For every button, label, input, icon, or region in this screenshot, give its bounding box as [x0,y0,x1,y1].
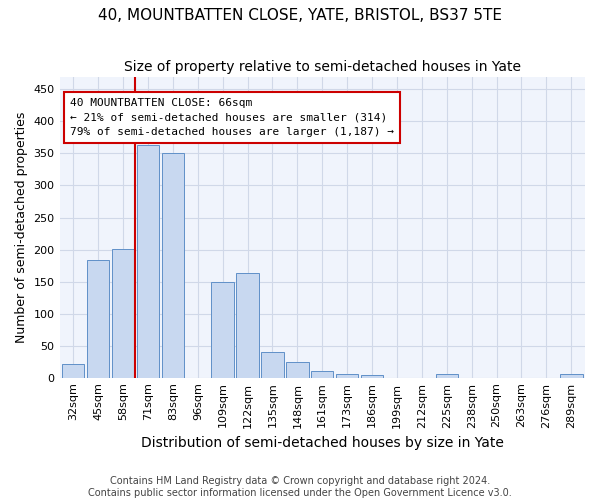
Text: 40 MOUNTBATTEN CLOSE: 66sqm
← 21% of semi-detached houses are smaller (314)
79% : 40 MOUNTBATTEN CLOSE: 66sqm ← 21% of sem… [70,98,394,137]
Bar [286,362,308,378]
Bar [436,374,458,378]
Text: Contains HM Land Registry data © Crown copyright and database right 2024.
Contai: Contains HM Land Registry data © Crown c… [88,476,512,498]
Bar [161,154,184,378]
Title: Size of property relative to semi-detached houses in Yate: Size of property relative to semi-detach… [124,60,521,74]
Y-axis label: Number of semi-detached properties: Number of semi-detached properties [15,112,28,343]
Bar [62,364,85,378]
Bar [112,249,134,378]
Bar [336,374,358,378]
Bar [261,352,284,378]
Bar [560,374,583,378]
Bar [311,372,334,378]
Bar [361,375,383,378]
Bar [236,273,259,378]
Bar [211,282,234,378]
Text: 40, MOUNTBATTEN CLOSE, YATE, BRISTOL, BS37 5TE: 40, MOUNTBATTEN CLOSE, YATE, BRISTOL, BS… [98,8,502,22]
Bar [137,145,159,378]
Bar [87,260,109,378]
X-axis label: Distribution of semi-detached houses by size in Yate: Distribution of semi-detached houses by … [141,436,504,450]
